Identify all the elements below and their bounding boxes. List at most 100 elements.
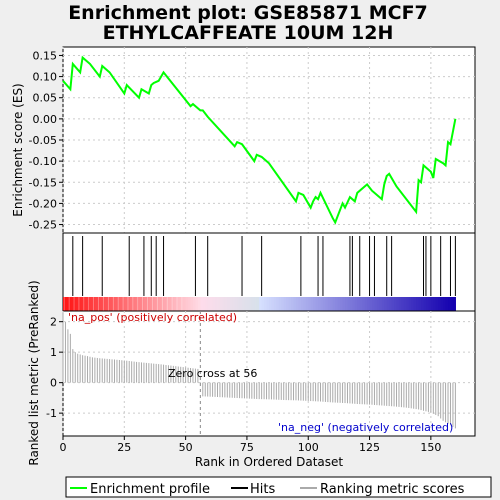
zero-cross-label: Zero cross at 56 bbox=[168, 367, 257, 380]
colorbar-cell bbox=[227, 297, 231, 311]
colorbar-cell bbox=[205, 297, 209, 311]
colorbar-cell bbox=[109, 297, 113, 311]
hits-group bbox=[72, 236, 456, 296]
colorbar-cell bbox=[219, 297, 224, 311]
neg-label: 'na_neg' (negatively correlated) bbox=[278, 421, 453, 434]
colorbar-cell bbox=[362, 297, 366, 311]
colorbar-cell bbox=[77, 297, 81, 311]
colorbar-cell bbox=[401, 297, 405, 311]
colorbar-cell bbox=[168, 297, 172, 311]
metric-bars bbox=[62, 312, 456, 429]
colorbar-cell bbox=[65, 297, 69, 311]
colorbar-cell bbox=[278, 297, 282, 311]
colorbar-cell bbox=[158, 297, 162, 311]
colorbar-cell bbox=[67, 297, 71, 311]
colorbar-cell bbox=[139, 297, 143, 311]
colorbar-cell bbox=[369, 297, 373, 311]
colorbar-cell bbox=[406, 297, 410, 311]
colorbar-cell bbox=[148, 297, 152, 311]
colorbar-cell bbox=[92, 297, 96, 311]
colorbar-cell bbox=[131, 297, 135, 311]
colorbar-cell bbox=[291, 297, 295, 311]
colorbar-cell bbox=[264, 297, 268, 311]
colorbar-cell bbox=[396, 297, 400, 311]
colorbar-cell bbox=[332, 297, 336, 311]
colorbar-cell bbox=[394, 297, 398, 311]
colorbar-cell bbox=[381, 297, 385, 311]
colorbar-cell bbox=[347, 297, 351, 311]
colorbar-cell bbox=[295, 297, 300, 311]
colorbar-cell bbox=[153, 297, 157, 311]
colorbar-cell bbox=[408, 297, 412, 311]
colorbar-cell bbox=[421, 297, 425, 311]
es-ytick-label: -0.15 bbox=[29, 176, 57, 189]
colorbar-cell bbox=[163, 297, 167, 311]
colorbar-cell bbox=[298, 297, 302, 311]
es-ytick-label: -0.20 bbox=[29, 197, 57, 210]
colorbar-cell bbox=[448, 297, 452, 311]
colorbar-cell bbox=[433, 297, 437, 311]
colorbar-cell bbox=[197, 297, 201, 311]
colorbar-cell bbox=[259, 297, 263, 311]
colorbar-cell bbox=[107, 297, 111, 311]
colorbar-cell bbox=[97, 297, 101, 311]
colorbar-cell bbox=[357, 297, 361, 311]
metric-xtick-label: 125 bbox=[359, 441, 380, 454]
colorbar-cell bbox=[300, 297, 304, 311]
colorbar-cell bbox=[192, 297, 197, 311]
colorbar-cell bbox=[376, 297, 380, 311]
colorbar-cell bbox=[246, 297, 250, 311]
es-ytick-label: -0.05 bbox=[29, 134, 57, 147]
colorbar-cell bbox=[224, 297, 228, 311]
rank-colorbar bbox=[63, 297, 456, 311]
es-ytick-label: -0.25 bbox=[29, 219, 57, 232]
metric-ytick-label: 1 bbox=[50, 346, 57, 359]
colorbar-cell bbox=[443, 297, 447, 311]
colorbar-cell bbox=[398, 297, 403, 311]
colorbar-cell bbox=[318, 297, 322, 311]
colorbar-cell bbox=[195, 297, 199, 311]
colorbar-cell bbox=[249, 297, 253, 311]
colorbar-cell bbox=[229, 297, 233, 311]
colorbar-cell bbox=[315, 297, 319, 311]
colorbar-cell bbox=[99, 297, 103, 311]
pos-label: 'na_pos' (positively correlated) bbox=[68, 311, 237, 324]
colorbar-cell bbox=[124, 297, 128, 311]
colorbar-cell bbox=[288, 297, 292, 311]
colorbar-cell bbox=[210, 297, 214, 311]
colorbar-cell bbox=[129, 297, 133, 311]
colorbar-cell bbox=[416, 297, 420, 311]
colorbar-cell bbox=[430, 297, 434, 311]
colorbar-cell bbox=[239, 297, 243, 311]
colorbar-cell bbox=[104, 297, 108, 311]
colorbar-cell bbox=[200, 297, 204, 311]
es-ytick-label: 0.15 bbox=[33, 49, 58, 62]
metric-xtick-label: 100 bbox=[298, 441, 319, 454]
colorbar-cell bbox=[374, 297, 378, 311]
colorbar-cell bbox=[256, 297, 260, 311]
colorbar-cell bbox=[183, 297, 187, 311]
legend-label-hits: Hits bbox=[250, 482, 275, 497]
colorbar-cell bbox=[222, 297, 226, 311]
metric-xtick-label: 150 bbox=[420, 441, 441, 454]
colorbar-cell bbox=[428, 297, 432, 311]
legend-label-metric: Ranking metric scores bbox=[320, 482, 465, 497]
colorbar-cell bbox=[354, 297, 358, 311]
colorbar-cell bbox=[320, 297, 324, 311]
colorbar-cell bbox=[322, 297, 327, 311]
metric-xtick-label: 50 bbox=[179, 441, 193, 454]
chart-title-line2: ETHYLCAFFEATE 10UM 12H bbox=[103, 22, 394, 44]
colorbar-cell bbox=[286, 297, 290, 311]
colorbar-cell bbox=[345, 297, 349, 311]
colorbar-cell bbox=[440, 297, 444, 311]
metric-xtick-label: 25 bbox=[117, 441, 131, 454]
colorbar-cell bbox=[281, 297, 285, 311]
colorbar-cell bbox=[425, 297, 430, 311]
colorbar-cell bbox=[207, 297, 211, 311]
colorbar-cell bbox=[215, 297, 219, 311]
colorbar-cell bbox=[271, 297, 275, 311]
colorbar-cell bbox=[242, 297, 246, 311]
colorbar-cell bbox=[276, 297, 280, 311]
colorbar-cell bbox=[143, 297, 147, 311]
colorbar-cell bbox=[190, 297, 194, 311]
